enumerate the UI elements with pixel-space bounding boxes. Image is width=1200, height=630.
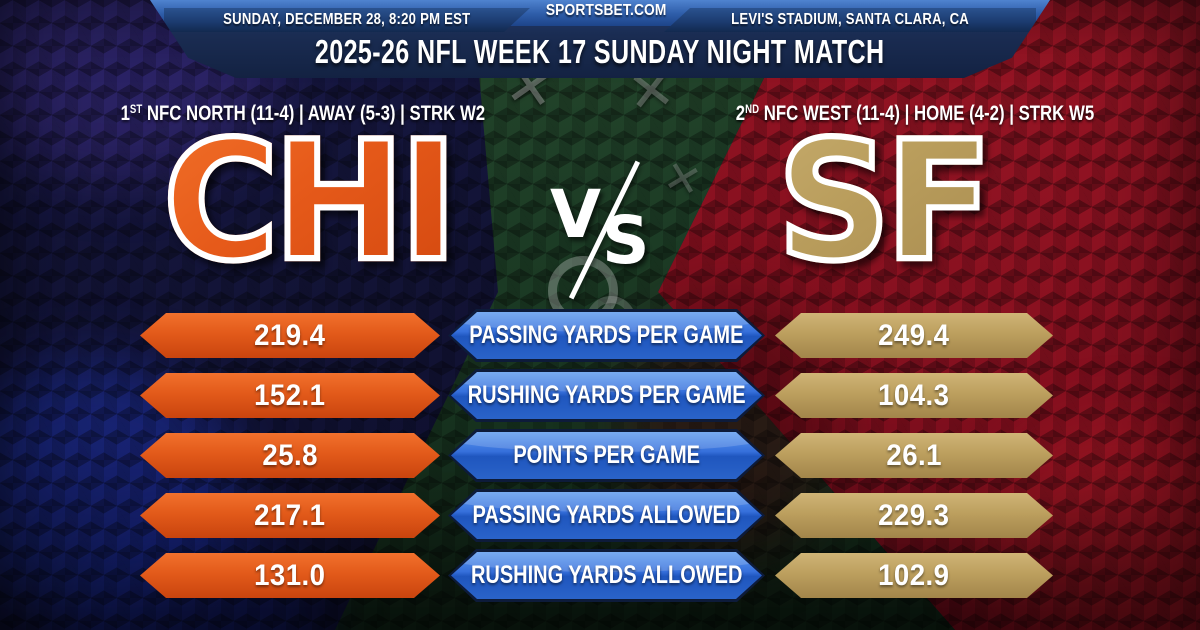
home-stat-value: 249.4 [878,318,950,352]
home-stat-value: 26.1 [886,438,942,472]
stat-row: 219.4 PASSING YARDS PER GAME 249.4 [140,313,1053,358]
stat-label: PASSING YARDS ALLOWED [448,489,765,542]
home-team-abbr: SF [672,105,1092,300]
away-stat-bar: 25.8 [140,433,440,478]
stat-row: 131.0 RUSHING YARDS ALLOWED 102.9 [140,553,1053,598]
versus-v: V [550,176,602,253]
away-stat-bar: 152.1 [140,373,440,418]
page-title: 2025-26 NFL WEEK 17 SUNDAY NIGHT MATCH [315,33,885,70]
home-stat-bar: 104.3 [775,373,1053,418]
away-rank: 1 [120,102,129,125]
versus-badge: V S [530,150,680,320]
stat-label: RUSHING YARDS ALLOWED [448,549,765,602]
away-stat-value: 25.8 [262,438,318,472]
home-stat-bar: 26.1 [775,433,1053,478]
away-stat-value: 131.0 [254,558,326,592]
stat-label: RUSHING YARDS PER GAME [448,369,765,422]
home-stat-value: 104.3 [878,378,950,412]
away-stat-bar: 219.4 [140,313,440,358]
home-stat-value: 229.3 [878,498,950,532]
away-rank-suffix: ST [130,102,142,116]
stat-label: POINTS PER GAME [448,429,765,482]
site-name: SPORTSBET.COM [545,2,667,19]
away-stat-value: 217.1 [254,498,326,532]
stat-row: 25.8 POINTS PER GAME 26.1 [140,433,1053,478]
away-stat-value: 152.1 [254,378,326,412]
home-rank-suffix: ND [745,102,759,116]
venue-plate: LEVI'S STADIUM, SANTA CLARA, CA [664,8,1036,32]
versus-s: S [602,202,650,279]
away-team-info: 1ST NFC NORTH (11-4) | AWAY (5-3) | STRK… [40,101,565,127]
venue-text: LEVI'S STADIUM, SANTA CLARA, CA [731,11,969,28]
home-team-info: 2ND NFC WEST (11-4) | HOME (4-2) | STRK … [705,101,1125,127]
away-stat-bar: 217.1 [140,493,440,538]
away-stat-bar: 131.0 [140,553,440,598]
away-details: NFC NORTH (11-4) | AWAY (5-3) | STRK W2 [142,102,485,125]
stat-row: 217.1 PASSING YARDS ALLOWED 229.3 [140,493,1053,538]
home-stat-value: 102.9 [878,558,950,592]
stats-table: 219.4 PASSING YARDS PER GAME 249.4 152.1… [140,313,1053,613]
home-stat-bar: 102.9 [775,553,1053,598]
date-plate: SUNDAY, DECEMBER 28, 8:20 PM EST [164,8,530,32]
away-stat-value: 219.4 [254,318,326,352]
stat-label: PASSING YARDS PER GAME [448,309,765,362]
home-rank: 2 [736,102,745,125]
home-details: NFC WEST (11-4) | HOME (4-2) | STRK W5 [759,102,1095,125]
away-team-abbr: CHI [100,105,515,300]
home-stat-bar: 249.4 [775,313,1053,358]
header-banner: SUNDAY, DECEMBER 28, 8:20 PM EST LEVI'S … [150,0,1050,78]
home-stat-bar: 229.3 [775,493,1053,538]
stat-row: 152.1 RUSHING YARDS PER GAME 104.3 [140,373,1053,418]
game-datetime: SUNDAY, DECEMBER 28, 8:20 PM EST [223,11,471,28]
